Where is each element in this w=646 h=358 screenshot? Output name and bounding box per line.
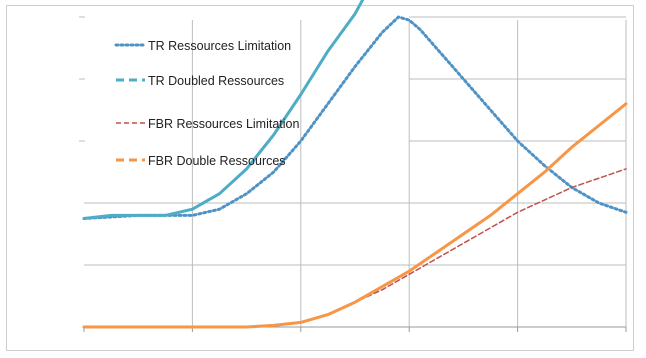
legend-label: TR Ressources Limitation: [148, 39, 291, 53]
legend-entry-tr-doubled-ressources: TR Doubled Ressources: [116, 74, 284, 88]
series-line-2: [82, 0, 365, 220]
series-line-4: [82, 102, 628, 329]
legend-label: FBR Ressources Limitation: [148, 117, 299, 131]
legend-entry-tr-ressources-limitation: TR Ressources Limitation: [114, 39, 291, 53]
legend-entry-fbr-double-ressources: FBR Double Ressources: [116, 154, 286, 168]
legend-label: TR Doubled Ressources: [148, 74, 284, 88]
legend-entry-fbr-ressources-limitation: FBR Ressources Limitation: [116, 117, 299, 131]
series-lines: [82, 0, 628, 329]
legend: TR Ressources Limitation TR Doubled Ress…: [114, 39, 299, 168]
legend-label: FBR Double Ressources: [148, 154, 286, 168]
series-line-1: [82, 15, 628, 220]
